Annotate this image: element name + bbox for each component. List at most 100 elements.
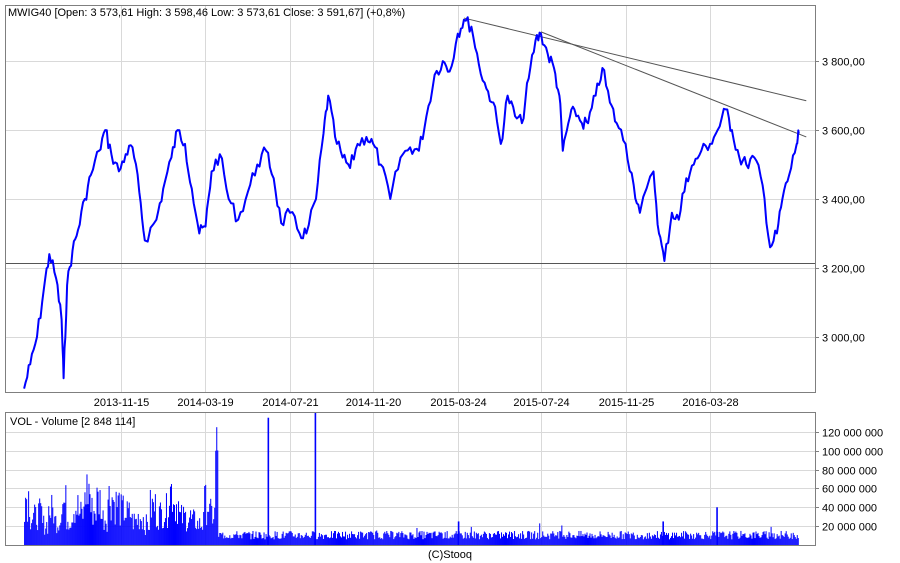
volume-bar <box>513 539 515 545</box>
volume-bar <box>545 536 547 545</box>
volume-bar <box>651 535 653 545</box>
volume-bar <box>496 531 498 545</box>
volume-bar <box>257 538 259 545</box>
volume-bar <box>192 514 194 545</box>
volume-bar <box>501 536 503 545</box>
volume-bar <box>627 531 629 545</box>
volume-bar <box>599 531 601 545</box>
volume-bar <box>248 531 250 545</box>
volume-bar <box>154 494 156 545</box>
volume-bar <box>101 518 103 545</box>
volume-bar <box>305 532 307 545</box>
volume-bar <box>493 532 495 545</box>
volume-bar <box>756 534 758 545</box>
volume-bar <box>222 532 224 545</box>
volume-bar <box>775 538 777 545</box>
price-x-tick-label: 2016-03-28 <box>682 397 738 409</box>
volume-bar <box>125 517 127 545</box>
volume-bar <box>638 538 640 545</box>
volume-bar <box>416 528 418 545</box>
volume-bar <box>302 537 304 545</box>
volume-bar <box>421 531 423 545</box>
volume-bar <box>111 497 113 545</box>
volume-bar <box>227 537 229 545</box>
volume-bar <box>691 535 693 545</box>
volume-bar <box>25 497 27 545</box>
volume-bar <box>405 534 407 545</box>
volume-bar <box>437 535 439 545</box>
volume-bar <box>66 529 68 545</box>
volume-bar <box>436 536 438 545</box>
volume-bar <box>487 539 489 545</box>
price-x-tick-label: 2015-03-24 <box>430 397 486 409</box>
volume-bar <box>279 538 281 545</box>
volume-bar <box>659 534 661 545</box>
volume-bar <box>374 539 376 545</box>
volume-bar <box>292 536 294 545</box>
volume-bar <box>703 539 705 545</box>
volume-bar <box>67 521 69 545</box>
volume-bar <box>158 506 160 545</box>
volume-bar <box>625 533 627 545</box>
volume-bar <box>30 529 32 545</box>
volume-bar <box>663 531 665 545</box>
volume-bar <box>354 534 356 545</box>
volume-bar <box>345 531 347 545</box>
volume-bar <box>233 534 235 545</box>
volume-bar <box>380 538 382 545</box>
volume-bar <box>491 537 493 545</box>
volume-bar <box>282 531 284 545</box>
volume-bar <box>473 531 475 545</box>
volume-bar <box>348 538 350 545</box>
volume-bar <box>175 521 177 545</box>
volume-bar <box>191 519 193 545</box>
volume-bar <box>332 533 334 545</box>
volume-bar <box>377 532 379 545</box>
volume-bar <box>47 533 49 545</box>
price-x-tick-label: 2014-07-21 <box>262 397 318 409</box>
volume-bar <box>107 499 109 545</box>
volume-bar <box>611 532 613 545</box>
volume-bar <box>618 537 620 545</box>
volume-bar <box>555 535 557 545</box>
volume-bar <box>794 537 796 545</box>
volume-bar <box>161 528 163 545</box>
volume-bar <box>732 533 734 545</box>
volume-bar <box>323 535 325 545</box>
volume-bar <box>200 527 202 545</box>
volume-bar <box>408 539 410 545</box>
volume-bar <box>308 537 310 545</box>
trend-lines <box>463 17 807 138</box>
volume-bar <box>396 532 398 545</box>
volume-bar <box>349 533 351 545</box>
volume-bar <box>709 535 711 545</box>
volume-bar <box>269 536 271 545</box>
volume-bar <box>189 517 191 545</box>
volume-bar <box>371 531 373 545</box>
volume-bar <box>41 506 43 545</box>
volume-bar <box>134 519 136 545</box>
volume-bar <box>51 494 53 545</box>
volume-bar <box>277 538 279 545</box>
volume-bar <box>681 532 683 545</box>
volume-bar <box>253 538 255 545</box>
price-series-line <box>23 16 800 389</box>
volume-bar <box>99 490 101 545</box>
volume-bar <box>563 535 565 545</box>
volume-bar <box>700 535 702 545</box>
volume-bar <box>378 537 380 545</box>
volume-bar <box>146 521 148 545</box>
volume-bar <box>70 527 72 545</box>
volume-bar <box>550 533 552 545</box>
volume-bar <box>36 524 38 545</box>
volume-bar <box>733 530 735 545</box>
volume-bar <box>245 533 247 545</box>
volume-bar <box>382 539 384 545</box>
volume-bar <box>490 537 492 545</box>
volume-bar <box>370 531 372 545</box>
volume-bar <box>109 506 111 545</box>
volume-bar <box>32 519 34 545</box>
volume-bar <box>288 531 290 545</box>
